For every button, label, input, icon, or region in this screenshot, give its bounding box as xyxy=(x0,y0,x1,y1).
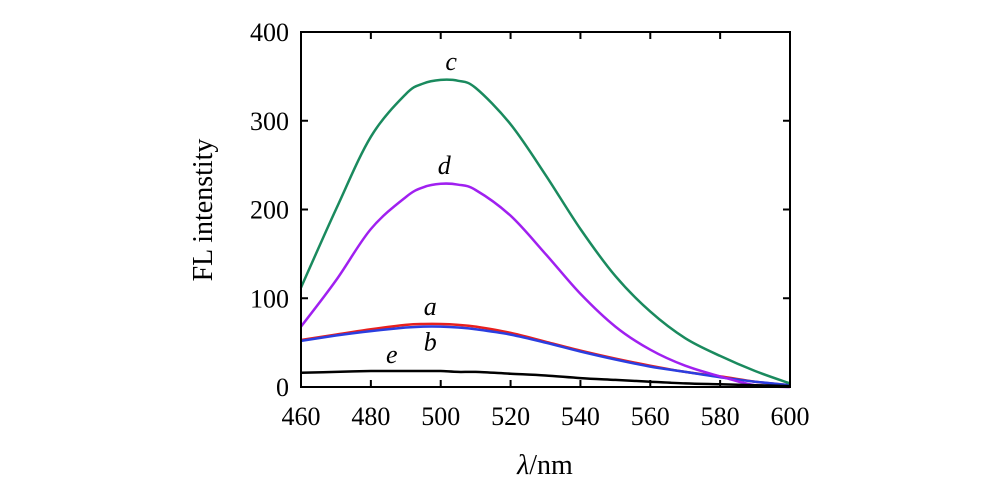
curve-label-d: d xyxy=(438,151,452,180)
x-tick-label: 520 xyxy=(491,402,530,431)
x-tick-label: 500 xyxy=(421,402,460,431)
curve-label-c: c xyxy=(445,47,457,76)
x-axis-title: λ/nm xyxy=(516,450,573,481)
series-line-e xyxy=(300,369,791,388)
ticks-layer: 460 480 500 520 540 560 580 600 0 100 200 300 400 xyxy=(250,18,810,431)
x-axis-symbol: λ xyxy=(516,450,529,481)
series-line-c xyxy=(299,78,791,385)
curve-label-a: a xyxy=(424,292,437,321)
y-tick-label: 200 xyxy=(250,196,289,225)
x-tick-label: 560 xyxy=(631,402,670,431)
y-tick-label: 100 xyxy=(250,284,289,313)
series-line-b xyxy=(300,325,791,387)
plot-frame xyxy=(300,31,791,388)
y-tick-label: 300 xyxy=(250,107,289,136)
curve-label-b: b xyxy=(424,328,437,357)
series-layer xyxy=(299,78,791,389)
x-tick-label: 580 xyxy=(701,402,740,431)
series-line-d xyxy=(300,182,791,389)
y-tick-label: 400 xyxy=(250,18,289,47)
curve-label-e: e xyxy=(386,340,398,369)
x-tick-label: 540 xyxy=(561,402,600,431)
y-tick-label: 0 xyxy=(276,373,289,402)
x-axis-unit: /nm xyxy=(529,450,573,481)
y-axis-title: FL intenstity xyxy=(188,139,219,282)
x-tick-label: 600 xyxy=(771,402,810,431)
x-tick-label: 460 xyxy=(282,402,321,431)
x-tick-label: 480 xyxy=(351,402,390,431)
curve-labels-layer: ab c d e xyxy=(386,47,457,369)
